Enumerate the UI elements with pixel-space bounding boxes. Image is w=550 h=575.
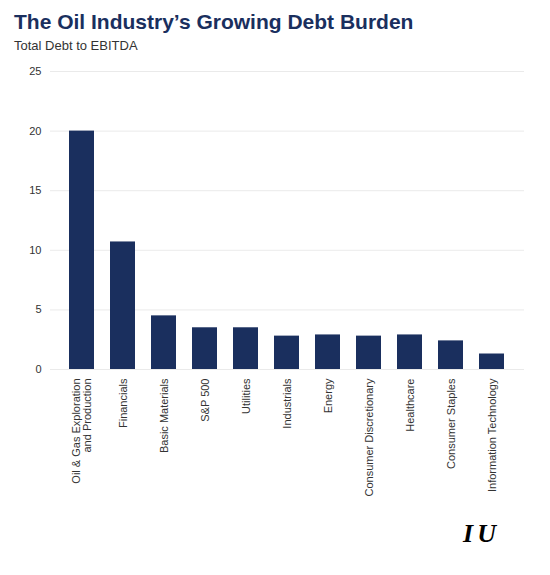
svg-text:Consumer Staples: Consumer Staples bbox=[445, 378, 457, 469]
svg-text:25: 25 bbox=[29, 65, 41, 77]
svg-text:0: 0 bbox=[35, 363, 41, 375]
html-text:I U: I U bbox=[463, 519, 496, 548]
svg-text:Industrials: Industrials bbox=[281, 378, 293, 429]
svg-text:S&P 500: S&P 500 bbox=[199, 379, 211, 422]
svg-text:Utilities: Utilities bbox=[240, 378, 252, 414]
svg-text:Consumer Discretionary: Consumer Discretionary bbox=[363, 378, 375, 496]
svg-text:Energy: Energy bbox=[322, 378, 334, 413]
svg-text:Information Technology: Information Technology bbox=[486, 378, 498, 492]
html-text:Total Debt to EBITDA: Total Debt to EBITDA bbox=[14, 38, 138, 53]
svg-text:20: 20 bbox=[29, 125, 41, 137]
svg-text:Basic Materials: Basic Materials bbox=[158, 378, 170, 453]
svg-text:Financials: Financials bbox=[117, 378, 129, 428]
svg-text:15: 15 bbox=[29, 184, 41, 196]
svg-text:Healthcare: Healthcare bbox=[404, 379, 416, 432]
html-text:The Oil Industry’s Growing Deb: The Oil Industry’s Growing Debt Burden bbox=[14, 10, 414, 33]
svg-text:10: 10 bbox=[29, 244, 41, 256]
svg-text:5: 5 bbox=[35, 303, 41, 315]
svg-text:Oil & Gas Explorationand Produ: Oil & Gas Explorationand Production bbox=[70, 379, 93, 484]
